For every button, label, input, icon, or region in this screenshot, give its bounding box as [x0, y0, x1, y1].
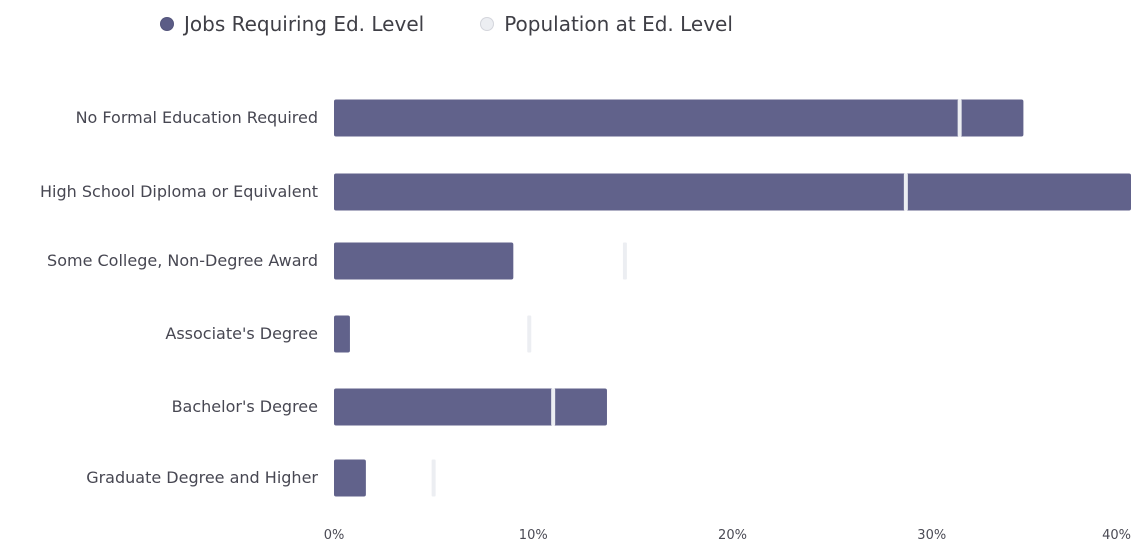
jobs-bar	[334, 242, 514, 280]
x-tick-label: 10%	[519, 528, 548, 543]
x-tick-label: 0%	[324, 528, 345, 543]
legend-swatch-jobs	[160, 17, 174, 31]
x-tick-label: 30%	[917, 528, 946, 543]
legend-label-jobs: Jobs Requiring Ed. Level	[184, 12, 425, 36]
population-marker	[551, 388, 556, 426]
category-label: Bachelor's Degree	[172, 397, 318, 416]
legend-item-jobs: Jobs Requiring Ed. Level	[160, 12, 424, 36]
legend: Jobs Requiring Ed. Level Population at E…	[160, 12, 733, 36]
x-tick-label: 40%	[1102, 528, 1131, 543]
legend-item-population: Population at Ed. Level	[480, 12, 733, 36]
population-marker	[903, 173, 908, 211]
jobs-bar	[334, 315, 350, 353]
population-marker	[527, 315, 532, 353]
category-label: No Formal Education Required	[76, 108, 318, 127]
population-marker	[957, 99, 962, 137]
x-tick-label: 20%	[718, 528, 747, 543]
category-label: Graduate Degree and Higher	[86, 468, 318, 487]
jobs-bar	[334, 173, 1131, 211]
population-marker	[431, 459, 436, 497]
jobs-bar	[334, 388, 607, 426]
category-label: Associate's Degree	[165, 324, 318, 343]
category-label: Some College, Non-Degree Award	[47, 251, 318, 270]
legend-label-population: Population at Ed. Level	[504, 12, 733, 36]
category-label: High School Diploma or Equivalent	[40, 182, 318, 201]
jobs-bar	[334, 99, 1024, 137]
jobs-bar	[334, 459, 366, 497]
legend-swatch-population	[480, 17, 495, 31]
population-marker	[622, 242, 627, 280]
